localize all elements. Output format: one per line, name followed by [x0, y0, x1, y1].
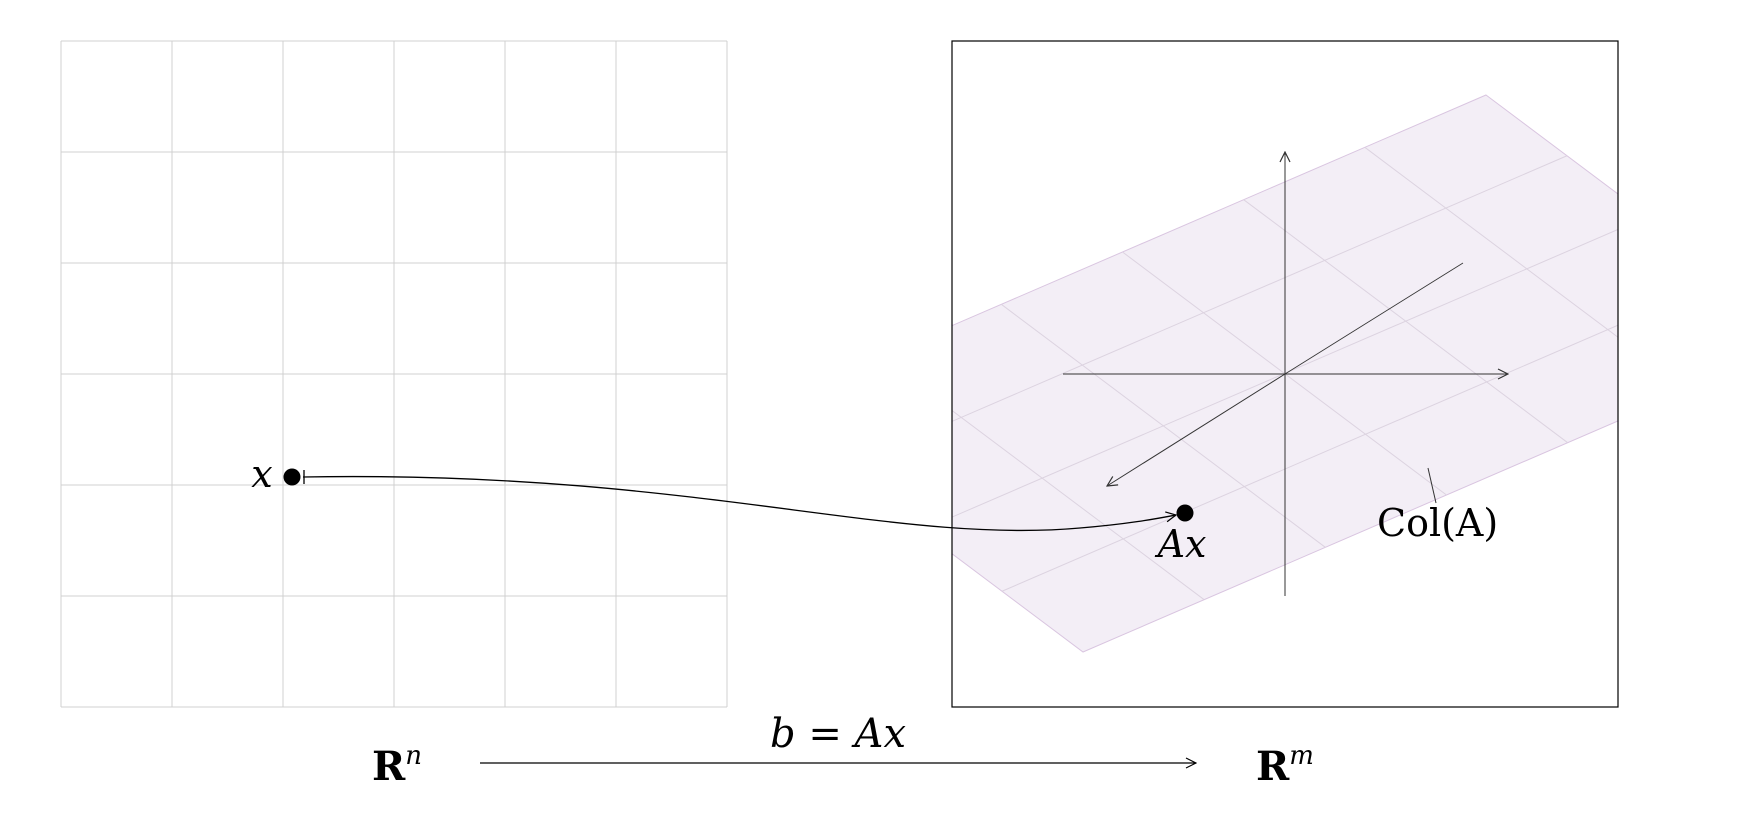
domain-space-symbol: R — [372, 743, 406, 790]
point-ax — [1176, 504, 1194, 522]
point-x — [283, 468, 301, 486]
codomain-panel — [952, 94, 1618, 653]
codomain-space-exponent: m — [1289, 741, 1314, 771]
codomain-frame — [951, 40, 1619, 708]
y-axis-front — [1107, 373, 1286, 486]
mapping-curve — [302, 475, 1176, 532]
plane-grid-line — [952, 155, 1568, 422]
codomain-space-label: Rm — [1256, 741, 1314, 790]
domain-grid — [60, 40, 728, 708]
y-axis-back — [1284, 262, 1464, 375]
column-space-label: Col(A) — [1377, 501, 1498, 545]
codomain-axes — [1063, 152, 1508, 596]
point-x-label: x — [251, 452, 272, 496]
transformation-equation: b = Ax — [770, 711, 906, 757]
plane-grid-line — [1001, 324, 1618, 592]
point-ax-label: Ax — [1155, 522, 1207, 566]
domain-space-label: Rn — [372, 741, 422, 790]
domain-space-exponent: n — [405, 741, 422, 771]
codomain-space-symbol: R — [1256, 743, 1290, 790]
col-label-leader — [1427, 467, 1437, 504]
